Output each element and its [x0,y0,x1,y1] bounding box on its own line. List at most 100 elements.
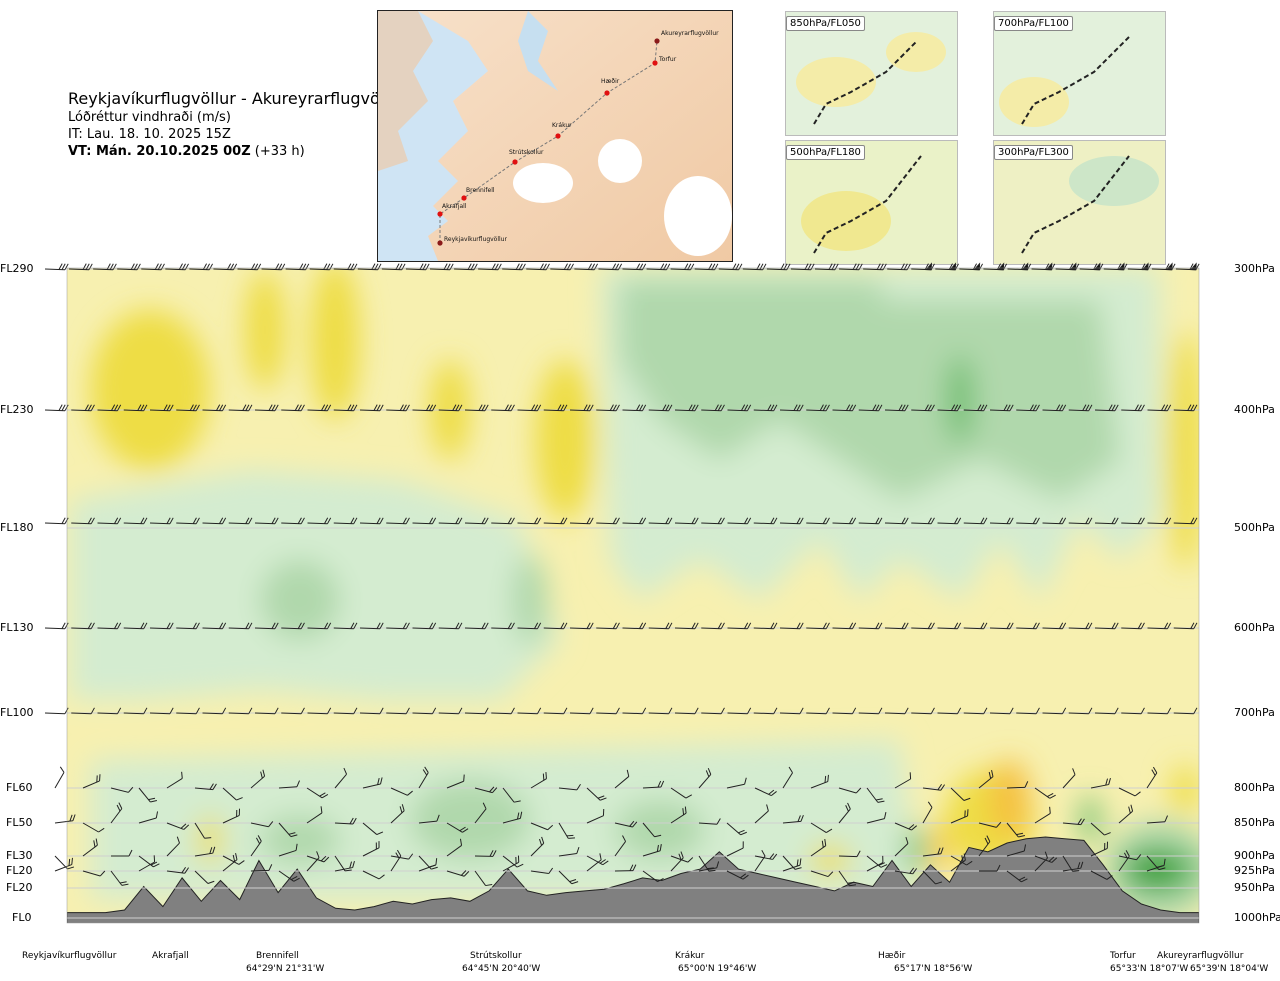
wind-barb [1062,768,1076,789]
location-label: Krákur [675,951,705,961]
wind-barb [1034,806,1051,824]
wind-barb [189,263,214,271]
wind-barb [418,814,440,824]
route-map: Akureyrarflugvöllur Torfur Hæðir Krákur Strú… [377,10,733,262]
wind-barb [614,820,638,828]
wind-barb [438,404,463,412]
wind-barb [806,404,830,412]
location-coord: 65°33'N 18°07'W [1110,964,1189,974]
wind-barb [1042,622,1067,630]
wind-barb [1006,781,1029,789]
wind-barb [894,836,909,857]
wind-barb [202,622,227,630]
wind-barb [1121,707,1145,715]
wind-barb [963,404,988,412]
wind-barb [386,622,410,630]
wind-barb [586,855,609,866]
wind-barb [622,517,647,525]
wind-barb [1016,404,1040,412]
wind-barb [138,811,159,824]
wind-barb [727,707,752,715]
wind-barb [69,263,93,271]
wind-barb [978,835,991,857]
wind-barb [1094,404,1119,412]
wind-barb [596,622,620,630]
issue-time: IT: Lau. 18. 10. 2025 15Z [68,127,231,142]
wind-barb [922,847,944,857]
wind-barb [464,707,489,715]
wind-barb [386,707,410,715]
wind-barb [222,855,245,865]
wind-barb [989,707,1014,715]
wind-barb [701,622,725,630]
pressure-level-label: 900hPa [1234,849,1275,862]
wind-barb [454,263,478,271]
wind-barb [228,404,253,412]
wind-barb [558,870,579,885]
map-point-label: Reykjavíkurflugvöllur [444,236,507,243]
wind-barb [250,821,274,828]
wind-barb [1090,777,1111,789]
wind-barb [911,404,935,412]
wind-barb [307,517,332,525]
wind-barb [1147,622,1172,630]
wind-barb [782,858,802,872]
flight-level-label: FL100 [0,706,34,719]
wind-barb [838,802,851,824]
location-coord: 64°45'N 20°40'W [462,964,541,974]
wind-barb [281,707,305,715]
wind-barb [307,622,332,630]
wind-barb [362,841,380,857]
wind-barb [222,853,238,872]
wind-barb [569,707,594,715]
wind-barb [54,857,73,872]
wind-barb [359,622,384,630]
location-label: Hæðir [878,951,906,961]
wind-barb [1173,517,1198,525]
map-point [512,159,518,165]
wind-barb [937,707,962,715]
wind-barb [438,517,463,525]
wind-barb [359,404,384,412]
wind-barb [558,822,575,839]
wind-barb [1062,818,1085,826]
wind-barb [586,808,605,824]
wind-barb [1094,517,1119,525]
wind-barb [429,263,454,271]
wind-barb [727,622,752,630]
wind-barb [123,517,148,525]
wind-barb [333,707,358,715]
wind-barb [569,622,594,630]
wind-barb [97,622,122,630]
wind-barb [648,517,673,525]
wind-barb [138,855,156,872]
wind-barb [250,769,266,789]
wind-barb [726,777,747,789]
map-point-label: Strútskollur [509,149,544,156]
wind-barb [894,822,917,831]
wind-barb [502,787,521,803]
wind-barb [978,821,1002,828]
wind-barb [838,870,857,887]
wind-barb [1146,858,1166,872]
wind-barb [543,707,568,715]
wind-barb [281,517,305,525]
wind-barb [166,836,180,857]
wind-barb [390,787,413,796]
wind-barb [306,806,323,824]
wind-barb [894,867,918,875]
vertical-velocity-field [67,268,1199,923]
wind-barb [1062,861,1084,872]
wind-barb [1006,870,1028,883]
wind-barb [838,787,862,794]
wind-barb [1173,707,1198,715]
wind-barb [950,853,966,872]
wind-barb [726,822,747,836]
wind-barb [237,263,262,271]
wind-barb [307,404,332,412]
wind-barb [166,771,183,789]
wind-barb [911,517,935,525]
wind-barb [333,622,358,630]
wind-barb [866,855,884,872]
wind-barb [502,263,526,271]
